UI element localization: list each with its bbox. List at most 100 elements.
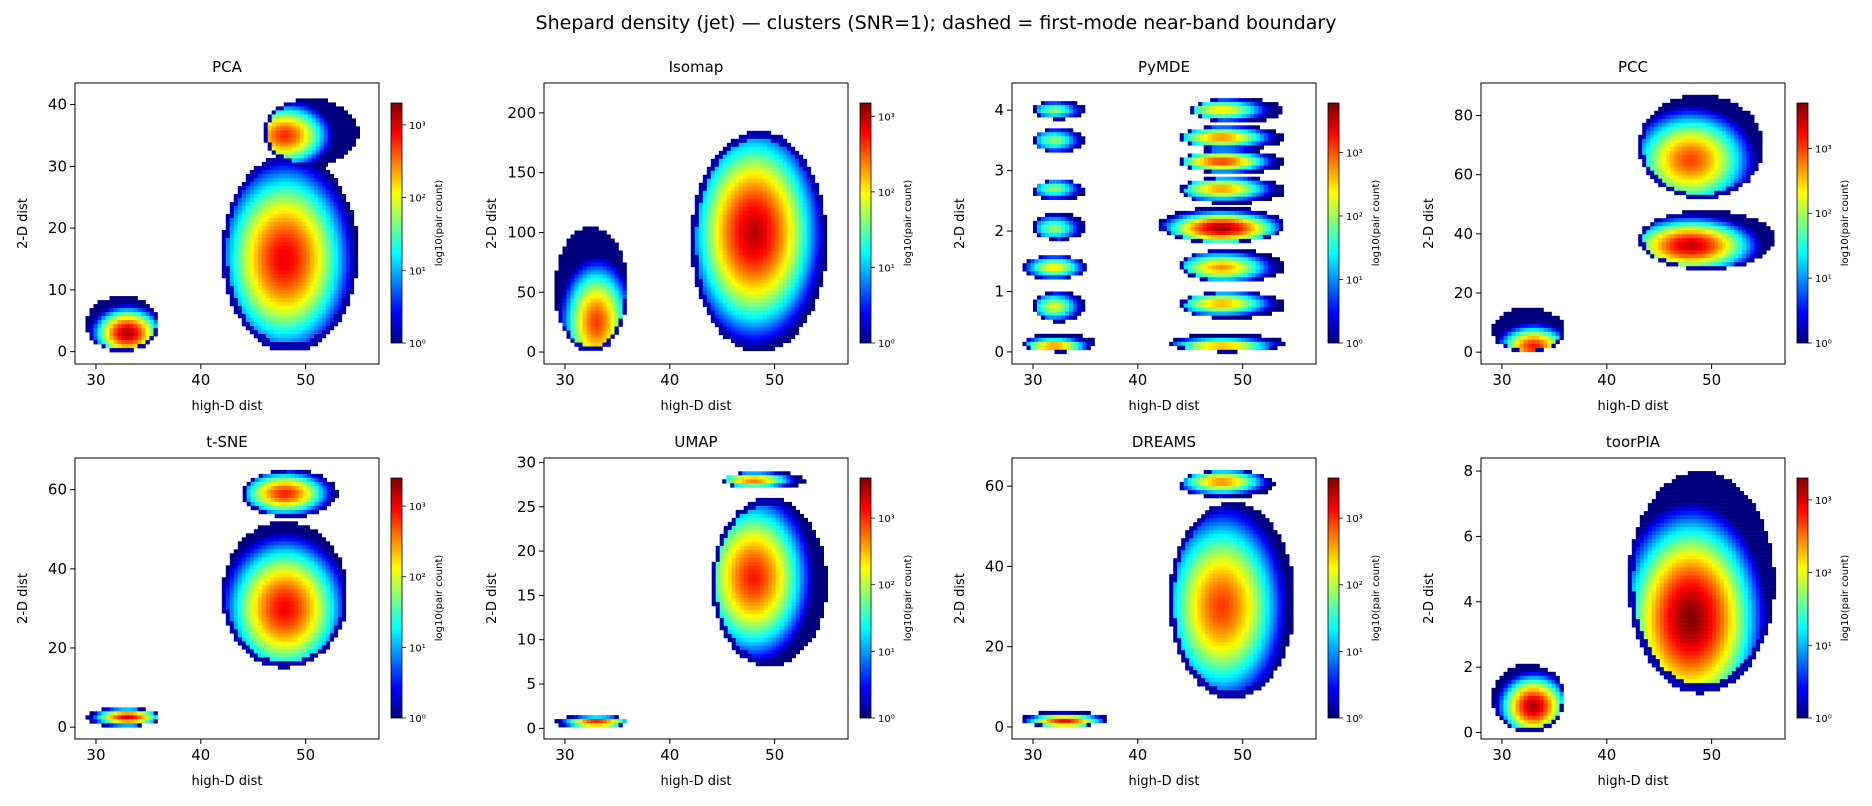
density-cell [313,310,319,315]
density-cell [574,266,579,271]
density-cell [93,316,98,321]
density-cell [786,238,792,244]
density-cell [1275,299,1280,304]
density-cell [279,106,284,111]
density-cell [610,302,615,307]
density-cell [287,130,292,135]
density-cell [798,174,804,180]
density-cell [325,182,331,187]
density-cell [762,142,768,148]
density-cell [349,222,355,227]
density-cell [261,294,267,299]
density-cell [331,102,336,107]
density-cell [267,142,272,147]
density-cell [1062,349,1067,355]
density-cell [253,298,259,303]
density-cell [810,186,816,192]
density-cell [1042,271,1047,276]
density-cell [1231,184,1236,189]
density-cell [337,282,343,287]
density-cell [742,338,748,344]
density-cell [786,230,792,236]
density-cell [1053,128,1058,133]
density-cell [754,274,760,280]
density-cell [257,310,263,315]
density-cell [610,298,615,303]
density-cell [113,332,118,337]
density-cell [241,286,247,291]
density-cell [315,106,320,111]
density-cell [738,250,744,256]
density-cell [778,222,784,228]
density-cell [814,262,820,268]
density-cell [806,234,812,240]
density-cell [281,234,287,239]
density-cell [590,346,595,351]
density-cell [1225,333,1230,339]
density-cell [782,166,788,172]
density-cell [245,250,251,255]
density-cell [221,270,227,275]
density-cell [1041,136,1046,141]
density-cell [814,266,820,272]
y-tick-label: 40 [48,96,67,114]
density-cell [742,174,748,180]
density-cell [730,226,736,232]
density-cell [1239,303,1244,308]
density-cell [738,154,744,160]
density-cell [810,210,816,216]
density-cell [1053,224,1058,230]
density-cell [758,266,764,272]
density-cell [341,242,347,247]
density-cell [1193,337,1198,343]
density-cell [1053,109,1058,114]
density-cell [329,310,335,315]
density-cell [770,266,776,272]
density-cell [774,262,780,268]
density-cell [598,250,603,255]
density-cell [295,138,300,143]
density-cell [249,218,255,223]
density-cell [233,210,239,215]
density-cell [1038,259,1043,264]
density-cell [245,174,251,179]
density-cell [257,330,263,335]
density-cell [269,238,275,243]
density-cell [325,278,331,283]
density-cell [343,122,348,127]
density-cell [1062,337,1067,343]
density-cell [1243,257,1248,262]
density-cell [1203,253,1208,258]
density-cell [758,218,764,224]
density-cell [774,242,780,248]
density-cell [333,222,339,227]
density-cell [233,270,239,275]
density-cell [738,278,744,284]
density-cell [253,166,259,171]
density-cell [790,230,796,236]
density-cell [710,270,716,276]
density-cell [229,242,235,247]
density-cell [333,230,339,235]
density-cell [714,302,720,308]
density-cell [261,302,267,307]
density-cell [265,282,271,287]
density-cell [1207,269,1212,274]
density-cell [283,122,288,127]
density-cell [798,266,804,272]
density-cell [586,322,591,327]
density-cell [325,302,331,307]
density-cell [307,122,312,127]
density-cell [299,114,304,119]
density-cell [1070,337,1075,343]
density-cell [1223,269,1228,274]
density-cell [229,278,235,283]
density-cell [818,230,824,236]
density-cell [746,326,752,332]
density-cell [706,174,712,180]
density-cell [562,310,567,315]
density-cell [117,316,122,321]
density-cell [734,222,740,228]
density-cell [327,142,332,147]
